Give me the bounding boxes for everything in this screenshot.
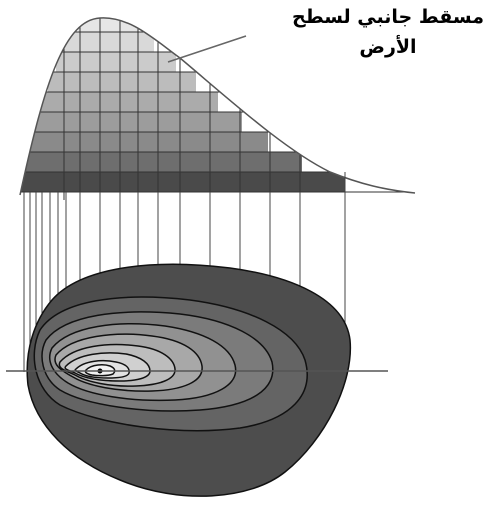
- profile-band-8: [64, 32, 154, 52]
- side-projection-caption: مسقط جانبي لسطح الأرض: [288, 2, 488, 62]
- profile-band-2: [22, 152, 302, 172]
- profile-band-5: [40, 92, 218, 112]
- profile-band-3: [28, 132, 268, 152]
- caption-leader-line: [167, 35, 247, 63]
- contour-map: [26, 263, 352, 497]
- profile-band-7: [56, 52, 176, 72]
- caption-line-2: الأرض: [359, 36, 417, 58]
- profile-band-6: [48, 72, 196, 92]
- profile-band-1: [20, 172, 345, 192]
- caption-line-1: مسقط جانبي لسطح: [292, 6, 484, 28]
